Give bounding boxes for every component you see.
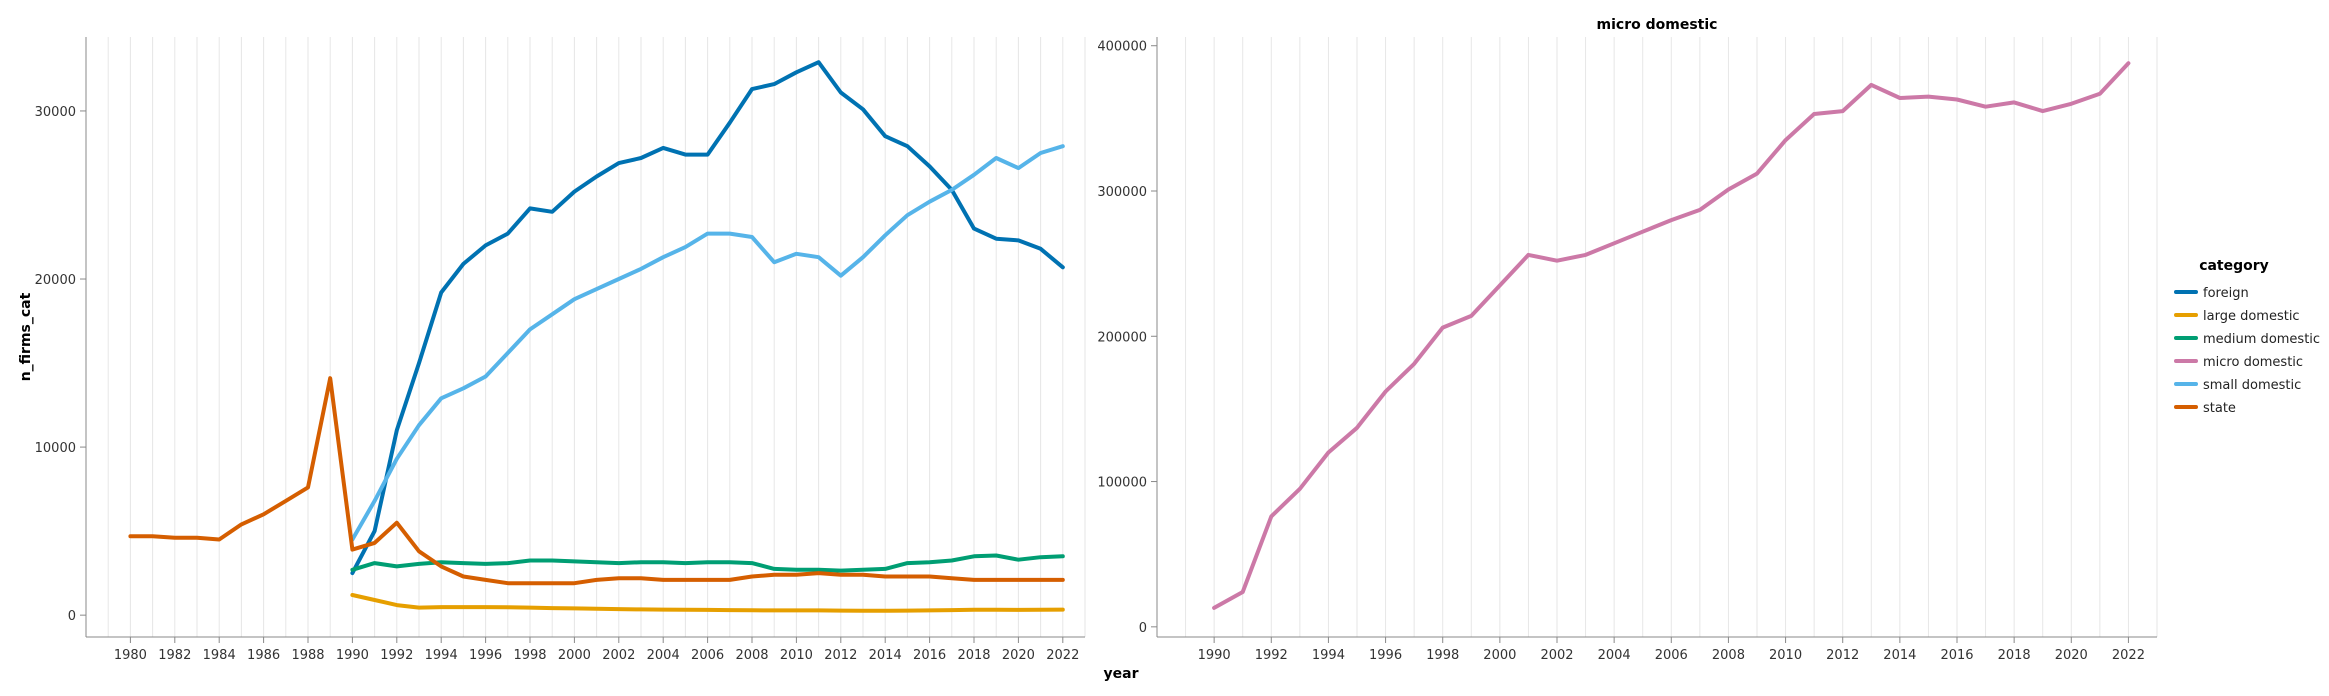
x-tick-label: 2002 [602,648,635,663]
y-axis-title: n_firms_cat [18,292,34,381]
legend-item-medium-domestic: medium domestic [2203,332,2320,347]
y-tick-label: 0 [1139,621,1147,636]
x-tick-label: 1982 [158,648,191,663]
legend-item-large-domestic: large domestic [2203,309,2300,324]
y-ticks: 0 10000 20000 30000 [35,105,86,624]
x-tick-label: 2020 [1002,648,1035,663]
x-tick-label: 1990 [336,648,369,663]
x-tick-label: 1984 [203,648,236,663]
series-lines [128,60,1065,613]
x-tick-label: 2016 [1940,648,1973,663]
series-line-state [128,376,1065,586]
y-tick-label: 10000 [35,441,76,456]
x-tick-label: 2000 [1483,648,1516,663]
x-tick-label: 1998 [1426,648,1459,663]
panel-title: micro domestic [1597,17,1718,33]
series-line-large-domestic [350,593,1065,613]
x-tick-label: 1988 [291,648,324,663]
series-line-small-domestic [350,144,1065,542]
legend-title: category [2199,258,2269,274]
series-lines [1212,61,2131,610]
x-tick-label: 2000 [558,648,591,663]
x-tick-label: 2010 [1769,648,1802,663]
panel-micro-domestic: micro domestic 1990 1992 1994 1996 1998 2000 2… [1097,17,2158,663]
series-line-medium-domestic [350,553,1065,573]
x-tick-label: 2008 [735,648,768,663]
panel-all-categories: 1980 1982 1984 1986 1988 1990 1992 1994 1996 1998… [18,37,1086,663]
x-tick-label: 2020 [2055,648,2088,663]
x-tick-label: 2016 [913,648,946,663]
x-tick-label: 2012 [824,648,857,663]
x-tick-label: 1992 [1255,648,1288,663]
y-tick-label: 100000 [1097,476,1147,491]
x-tick-label: 1986 [247,648,280,663]
x-tick-label: 1994 [1312,648,1345,663]
x-tick-label: 2006 [691,648,724,663]
x-tick-label: 2022 [1046,648,1079,663]
x-tick-label: 2006 [1655,648,1688,663]
x-tick-label: 2004 [647,648,680,663]
legend-item-foreign: foreign [2203,286,2249,301]
legend-item-small-domestic: small domestic [2203,378,2301,393]
legend-item-micro-domestic: micro domestic [2203,355,2303,370]
x-tick-label: 2002 [1540,648,1573,663]
x-tick-label: 2018 [1998,648,2031,663]
x-tick-label: 1992 [380,648,413,663]
x-tick-label: 1996 [1369,648,1402,663]
x-tick-label: 1996 [469,648,502,663]
y-tick-label: 30000 [35,105,76,120]
legend: category foreign large domestic medium dom… [2174,258,2320,416]
x-gridlines [1156,37,2158,637]
series-line-micro-domestic [1212,61,2131,610]
x-tick-label: 1998 [513,648,546,663]
x-tick-label: 2022 [2112,648,2145,663]
x-tick-label: 1994 [425,648,458,663]
x-ticks: 1990 1992 1994 1996 1998 2000 2002 2004 2006 2008… [1198,637,2145,663]
x-tick-label: 2014 [869,648,902,663]
x-axis-title: year [1104,666,1139,682]
x-tick-label: 1990 [1198,648,1231,663]
x-tick-label: 2008 [1712,648,1745,663]
y-tick-label: 20000 [35,273,76,288]
x-tick-label: 2018 [957,648,990,663]
x-tick-label: 2004 [1598,648,1631,663]
x-tick-label: 2012 [1826,648,1859,663]
y-tick-label: 200000 [1097,330,1147,345]
y-tick-label: 400000 [1097,40,1147,55]
y-tick-label: 0 [68,609,76,624]
x-tick-label: 2010 [780,648,813,663]
x-tick-label: 2014 [1883,648,1916,663]
x-gridlines [85,37,1086,637]
y-tick-label: 300000 [1097,185,1147,200]
x-tick-label: 1980 [114,648,147,663]
x-ticks: 1980 1982 1984 1986 1988 1990 1992 1994 1996 1998… [114,637,1079,663]
legend-item-state: state [2203,401,2236,416]
y-ticks: 0 100000 200000 300000 400000 [1097,40,1157,636]
series-line-foreign [350,60,1065,576]
